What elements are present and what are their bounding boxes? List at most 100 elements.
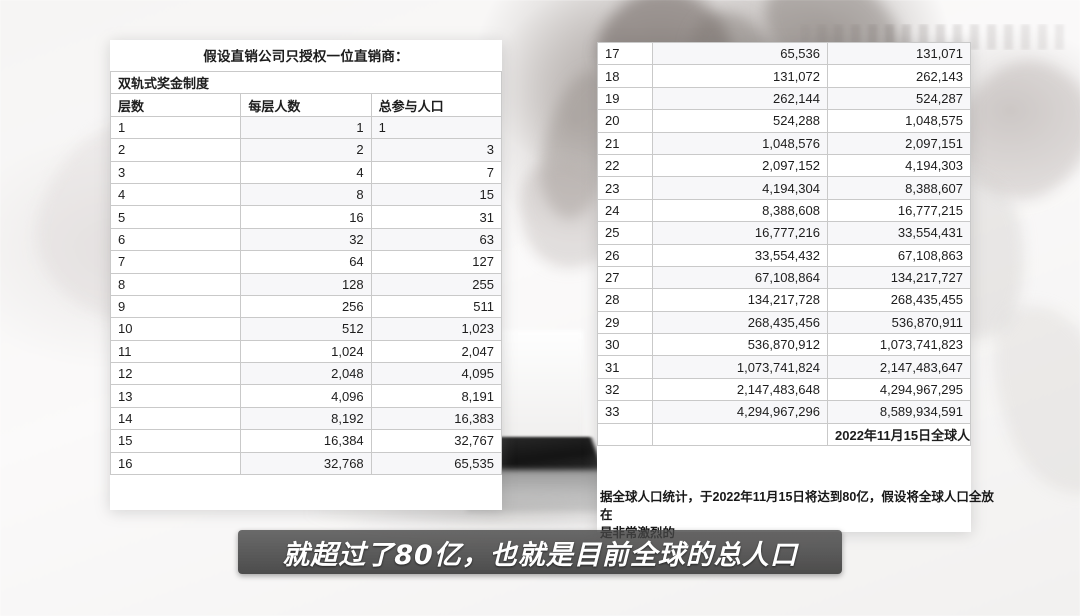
- cell-level: 32: [597, 377, 653, 402]
- cell-total: 2,097,151: [827, 131, 971, 155]
- cell-total: 63: [370, 227, 503, 252]
- section-header-cell: 双轨式奖金制度: [110, 70, 502, 95]
- table-annotation-row: 2022年11月15日全球人口达80亿。: [597, 422, 971, 447]
- cell-total: 16,777,215: [827, 198, 971, 223]
- cell-per-level: 262,144: [652, 86, 828, 111]
- right-document-sheet: 17 65,536 131,071 18 131,072 262,143 19 …: [597, 41, 971, 532]
- page-title: 假设直销公司只授权一位直销商：: [203, 49, 409, 64]
- table-row: 9 256 511: [109, 294, 503, 319]
- cell-level: 5: [109, 205, 242, 229]
- cell-level: 22: [597, 153, 653, 178]
- table-row: 24 8,388,608 16,777,215: [597, 198, 971, 223]
- table-row: 19 262,144 524,287: [597, 86, 971, 111]
- cell-per-level: 128: [240, 272, 372, 296]
- cell-per-level: 524,288: [652, 109, 828, 133]
- column-header-total: 总参与人口: [370, 93, 503, 117]
- cell-per-level: 8,192: [240, 406, 372, 431]
- cell-total: 33,554,431: [827, 221, 971, 245]
- table-row: 33 4,294,967,296 8,589,934,591: [597, 400, 971, 424]
- cell-total: 31: [370, 205, 503, 229]
- cell-per-level: 8: [240, 182, 372, 207]
- cell-total: 268,435,455: [827, 288, 971, 312]
- cell-total: 536,870,911: [827, 310, 971, 335]
- cell-level: 20: [597, 109, 653, 133]
- cell-total: 511: [370, 294, 503, 319]
- table-row: 22 2,097,152 4,194,303: [597, 153, 971, 178]
- cell-total: 3: [370, 138, 503, 162]
- cell-total: 32,767: [370, 429, 503, 453]
- cell-level: 23: [597, 176, 653, 200]
- cell-per-level: 65,536: [652, 41, 828, 66]
- table-row: 1 1 1: [109, 115, 503, 140]
- cell-total: 255: [370, 272, 503, 296]
- cell-total: 127: [370, 250, 503, 274]
- cell-total: 262,143: [827, 64, 971, 88]
- table-row: 23 4,194,304 8,388,607: [597, 176, 971, 200]
- cell-level: 21: [597, 131, 653, 155]
- table-row: 5 16 31: [109, 205, 503, 229]
- cell-per-level: 64: [240, 250, 372, 274]
- table-row: 14 8,192 16,383: [109, 406, 503, 431]
- cell-per-level: 2,147,483,648: [652, 377, 828, 402]
- cell-per-level: 2,097,152: [652, 153, 828, 178]
- cell-per-level: 4,194,304: [652, 176, 828, 200]
- cell-level: 12: [109, 362, 242, 386]
- cell-per-level: 1,024: [240, 339, 372, 364]
- table-row: 20 524,288 1,048,575: [597, 109, 971, 133]
- cell-level: 10: [109, 317, 242, 341]
- table-row: 21 1,048,576 2,097,151: [597, 131, 971, 155]
- cell-level: 25: [597, 221, 653, 245]
- cell-total: 1,073,741,823: [827, 333, 971, 357]
- cell-total: 524,287: [827, 86, 971, 111]
- cell-level: 26: [597, 243, 653, 267]
- table-row: 32 2,147,483,648 4,294,967,295: [597, 377, 971, 402]
- cell-level: 33: [597, 400, 653, 424]
- table-row: 28 134,217,728 268,435,455: [597, 288, 971, 312]
- table-row: 15 16,384 32,767: [109, 429, 503, 453]
- cell-level: 4: [109, 182, 242, 207]
- cell-per-level: 16,777,216: [652, 221, 828, 245]
- cell-per-level: 67,108,864: [652, 265, 828, 290]
- subtitle-text: 就超过了80亿，也就是目前全球的总人口: [282, 539, 798, 571]
- cell-level: 31: [597, 355, 653, 379]
- body-paragraph-line-1: 据全球人口统计，于2022年11月15日将达到80亿，假设将全球人口全放在: [600, 490, 994, 523]
- cell-per-level: 16: [240, 205, 372, 229]
- cell-total: 4,194,303: [827, 153, 971, 178]
- cell-total: 65,535: [370, 451, 503, 476]
- blurred-laptop-screen: [498, 330, 584, 440]
- table-row: 4 8 15: [109, 182, 503, 207]
- cell-total: 2,147,483,647: [827, 355, 971, 379]
- table-row: 13 4,096 8,191: [109, 384, 503, 408]
- column-header-level: 层数: [109, 93, 242, 117]
- cell-total: 8,191: [370, 384, 503, 408]
- cell-level: 14: [109, 406, 242, 431]
- empty-cell: [652, 422, 828, 447]
- cell-per-level: 4,294,967,296: [652, 400, 828, 424]
- cell-level: 24: [597, 198, 653, 223]
- cell-per-level: 8,388,608: [652, 198, 828, 223]
- cell-per-level: 134,217,728: [652, 288, 828, 312]
- table-row: 18 131,072 262,143: [597, 64, 971, 88]
- table-row: 29 268,435,456 536,870,911: [597, 310, 971, 335]
- table-row: 12 2,048 4,095: [109, 362, 503, 386]
- cell-total: 67,108,863: [827, 243, 971, 267]
- cell-level: 3: [109, 160, 242, 184]
- table-row: 8 128 255: [109, 272, 503, 296]
- cell-per-level: 256: [240, 294, 372, 319]
- cell-per-level: 4,096: [240, 384, 372, 408]
- table-row: 2 2 3: [109, 138, 503, 162]
- cell-total: 4,294,967,295: [827, 377, 971, 402]
- cell-per-level: 536,870,912: [652, 333, 828, 357]
- cell-total: 1,023: [370, 317, 503, 341]
- cell-level: 11: [109, 339, 242, 364]
- cell-total: 4,095: [370, 362, 503, 386]
- cell-per-level: 33,554,432: [652, 243, 828, 267]
- cell-total: 8,388,607: [827, 176, 971, 200]
- cell-total: 8,589,934,591: [827, 400, 971, 424]
- cell-level: 6: [109, 227, 242, 252]
- empty-cell: [597, 422, 653, 447]
- left-document-sheet: 假设直销公司只授权一位直销商： 双轨式奖金制度 层数 每层人数 总参与人口 1 …: [109, 40, 503, 510]
- table-row: 16 32,768 65,535: [109, 451, 503, 476]
- subtitle-bar: 就超过了80亿，也就是目前全球的总人口: [238, 530, 842, 574]
- table-section-header-row: 双轨式奖金制度: [110, 70, 502, 95]
